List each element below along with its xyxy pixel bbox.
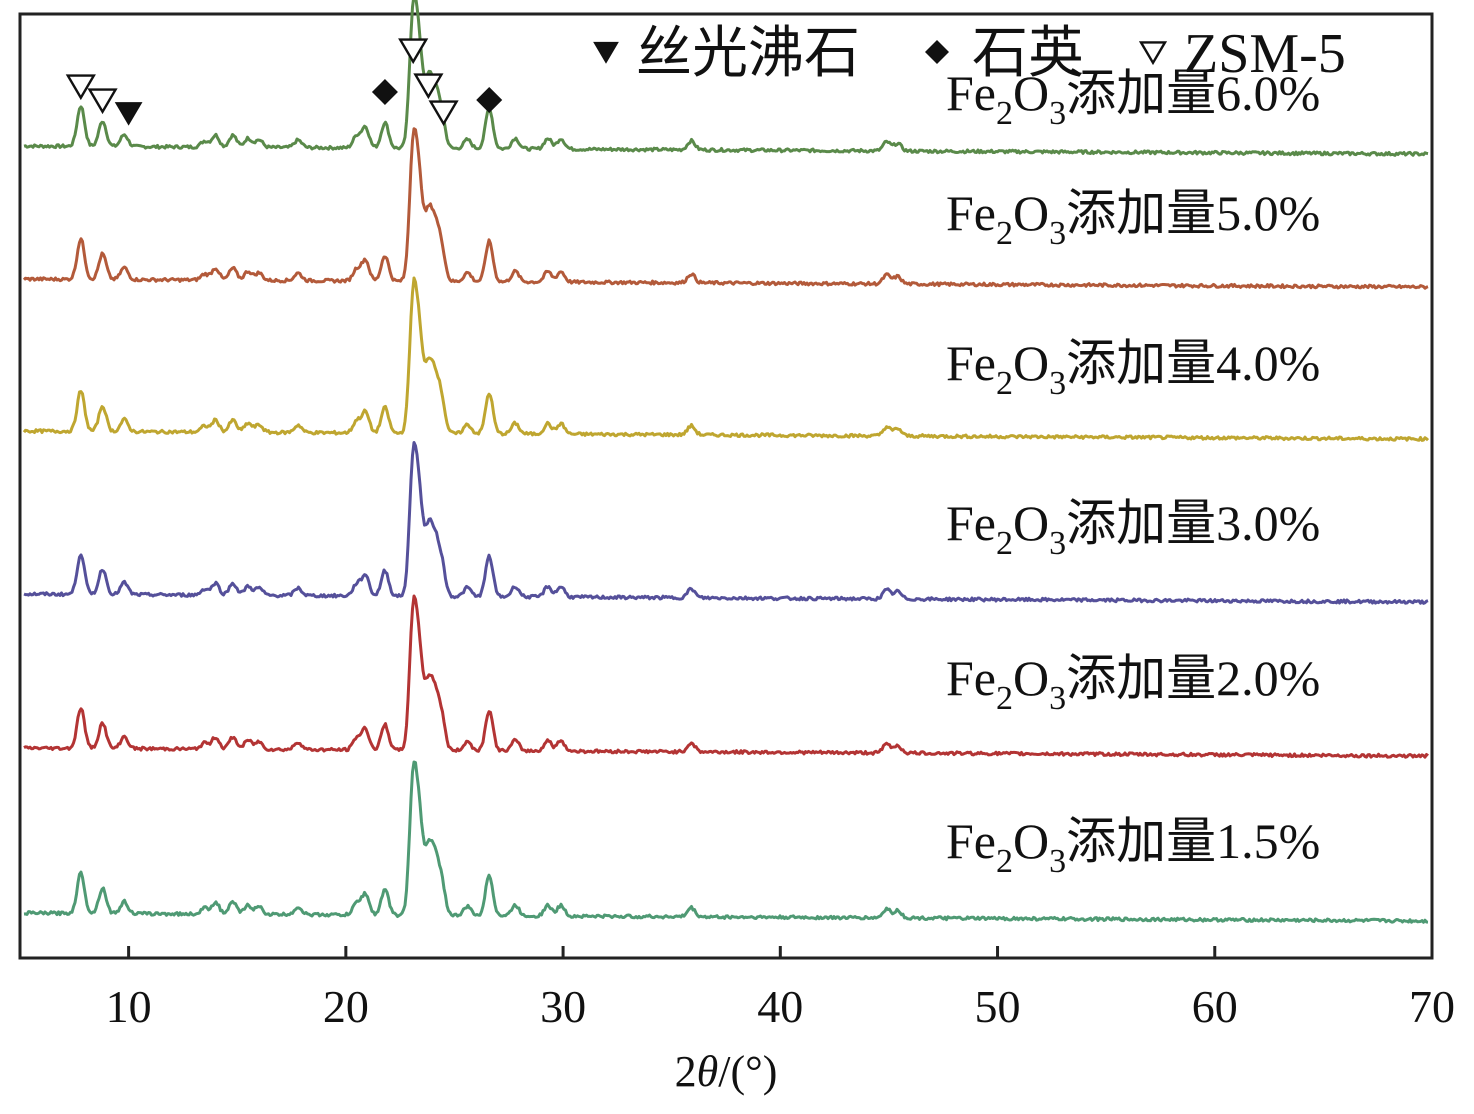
x-axis-label: 2θ/(°) [675,1047,778,1096]
legend-label: 石英 [972,23,1084,85]
peak-marker [398,38,429,65]
series-line [23,594,1429,759]
plot-frame [18,12,1434,960]
series-label: Fe2O3添加量3.0% [946,495,1320,562]
series-label: Fe2O3添加量5.0% [946,185,1320,252]
series-label: Fe2O3添加量1.5% [946,813,1320,880]
peak-marker [371,79,398,105]
legend-marker [1138,41,1168,66]
legend: 丝光沸石 石英 ZSM-5 [593,23,1346,85]
series-labels: Fe2O3添加量6.0% Fe2O3添加量5.0% Fe2O3添加量4.0% Fe2O… [946,65,1320,880]
peak-marker [413,73,444,100]
x-tick-label: 60 [1192,981,1238,1032]
peak-marker [87,88,118,115]
peak-marker [428,100,459,127]
peak-marker [65,74,96,101]
series-label: Fe2O3添加量2.0% [946,650,1320,717]
series-line [22,276,1430,442]
series-line [23,0,1429,157]
x-tick-label: 70 [1409,981,1455,1032]
x-tick-label: 10 [106,981,152,1032]
series-label: Fe2O3添加量4.0% [946,335,1320,402]
x-tick-label: 40 [757,981,803,1032]
series-line [23,760,1429,924]
series-label: Fe2O3添加量6.0% [946,65,1320,132]
x-tick-label: 20 [323,981,369,1032]
series-curves [22,0,1430,924]
x-axis: 10 20 30 40 50 60 70 [106,946,1455,1032]
series-line [23,441,1429,605]
legend-label: ZSM-5 [1184,23,1346,85]
peak-annotations [65,38,503,127]
legend-marker [593,41,619,64]
series-line [22,127,1429,290]
x-tick-label: 50 [975,981,1021,1032]
legend-marker [925,40,949,64]
legend-label: 丝光沸石 [636,23,860,85]
x-tick-label: 30 [540,981,586,1032]
peak-marker [476,87,503,113]
peak-marker [114,102,143,126]
